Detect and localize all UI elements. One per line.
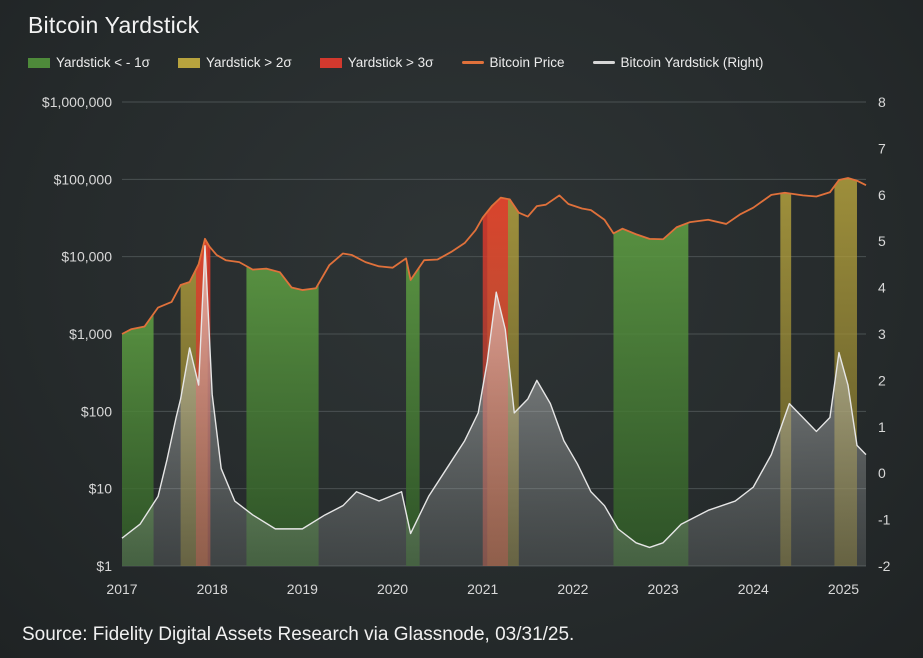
series-lines — [121, 177, 867, 549]
x-tick-label: 2017 — [106, 581, 137, 597]
chart-legend: Yardstick < - 1σ Yardstick > 2σ Yardstic… — [28, 55, 791, 70]
region-below-1sigma — [122, 313, 154, 566]
region-below-1sigma — [406, 258, 420, 566]
y-left-tick-label: $10,000 — [61, 249, 112, 265]
legend-label: Bitcoin Yardstick (Right) — [620, 55, 764, 70]
chart-plot: $1,000,000$100,000$10,000$1,000$100$10$1… — [42, 94, 891, 597]
legend-swatch-green — [28, 57, 50, 68]
y-left-tick-label: $1,000,000 — [42, 94, 112, 110]
source-note: Source: Fidelity Digital Assets Research… — [22, 624, 575, 645]
y-right-tick-label: 1 — [878, 419, 886, 435]
bitcoin-price-line — [121, 177, 867, 335]
x-tick-label: 2025 — [828, 581, 859, 597]
y-left-tick-label: $100 — [81, 403, 112, 419]
y-right-tick-label: 4 — [878, 280, 886, 296]
y-right-tick-label: 6 — [878, 187, 886, 203]
x-tick-label: 2022 — [557, 581, 588, 597]
yardstick-area — [122, 245, 866, 566]
y-right-tick-label: 0 — [878, 465, 886, 481]
legend-swatch-orange-line — [461, 61, 484, 64]
x-tick-label: 2020 — [377, 581, 408, 597]
legend-item-bitcoin-price: Bitcoin Price — [461, 55, 565, 70]
legend-label: Yardstick > 2σ — [206, 55, 292, 70]
yardstick-fill — [122, 245, 866, 566]
region-below-1sigma — [246, 266, 319, 566]
yardstick-line — [121, 245, 867, 549]
y-right-tick-label: 7 — [878, 140, 886, 156]
y-right-tick-label: 2 — [878, 372, 886, 388]
legend-item-yardstick-above-2sigma: Yardstick > 2σ — [178, 55, 292, 70]
y-left-tick-label: $10 — [89, 481, 113, 497]
y-right-tick-label: -1 — [878, 512, 891, 528]
x-tick-label: 2024 — [738, 581, 769, 597]
x-tick-label: 2023 — [648, 581, 679, 597]
legend-label: Yardstick < - 1σ — [56, 55, 150, 70]
legend-item-yardstick-above-3sigma: Yardstick > 3σ — [319, 55, 434, 70]
legend-swatch-white-line — [592, 61, 615, 64]
y-right-tick-label: 3 — [878, 326, 886, 342]
x-tick-label: 2019 — [287, 581, 318, 597]
chart-title: Bitcoin Yardstick — [28, 12, 200, 38]
axis-labels: $1,000,000$100,000$10,000$1,000$100$10$1… — [42, 94, 891, 597]
x-tick-label: 2018 — [197, 581, 228, 597]
y-left-tick-label: $1 — [96, 558, 112, 574]
x-tick-label: 2021 — [467, 581, 498, 597]
legend-label: Bitcoin Price — [489, 55, 565, 70]
legend-item-bitcoin-yardstick: Bitcoin Yardstick (Right) — [592, 55, 764, 70]
y-right-tick-label: 5 — [878, 233, 886, 249]
y-left-tick-label: $1,000 — [69, 326, 112, 342]
legend-label: Yardstick > 3σ — [347, 55, 434, 70]
y-right-tick-label: 8 — [878, 94, 886, 110]
legend-swatch-red — [319, 57, 342, 68]
legend-item-yardstick-below-1sigma: Yardstick < - 1σ — [28, 55, 150, 70]
y-right-tick-label: -2 — [878, 558, 891, 574]
legend-swatch-yellow — [178, 57, 200, 68]
y-left-tick-label: $100,000 — [54, 171, 113, 187]
region-below-1sigma — [613, 222, 689, 567]
